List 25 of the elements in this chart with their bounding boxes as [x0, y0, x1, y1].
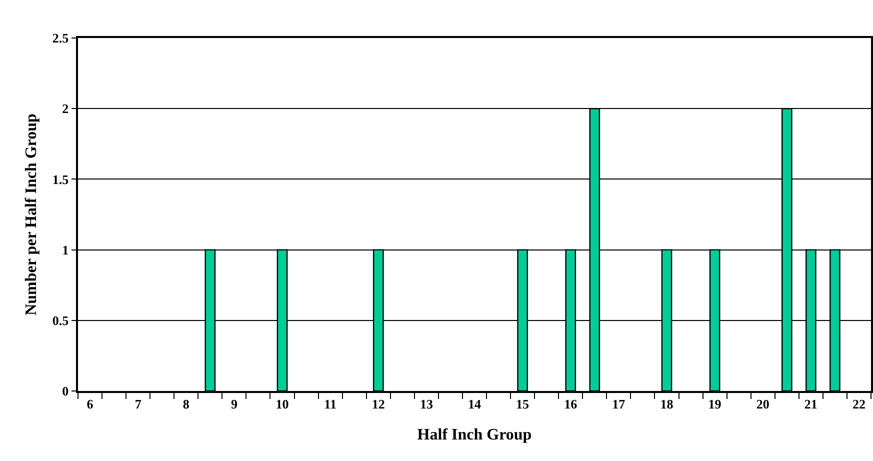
x-tick-label: 13	[420, 396, 434, 412]
x-tick-label: 22	[852, 396, 866, 412]
y-tick-label: 0.5	[52, 312, 70, 328]
x-tick-label: 9	[230, 396, 238, 412]
y-tick-label: 0	[62, 384, 69, 399]
x-tick-label: 19	[708, 396, 722, 412]
x-tick-label: 21	[804, 396, 818, 412]
x-tick-label: 6	[86, 396, 94, 412]
x-tick-label: 11	[324, 396, 336, 412]
y-tick-label: 1	[62, 242, 69, 258]
x-tick-label: 10	[276, 396, 289, 412]
x-tick-label: 18	[660, 396, 674, 412]
y-tick-label: 1.5	[52, 172, 70, 187]
x-tick-label: 12	[372, 396, 385, 412]
x-axis-title: Half Inch Group	[417, 426, 532, 444]
x-tick-label: 17	[612, 396, 626, 412]
x-tick-label: 16	[564, 396, 578, 412]
y-axis-title: Number per Half Inch Group	[22, 114, 40, 316]
x-tick-label: 7	[134, 396, 142, 412]
x-tick-label: 20	[756, 396, 770, 412]
x-tick-label: 14	[468, 396, 482, 412]
x-tick-label: 8	[182, 396, 190, 412]
y-tick-label: 2.5	[52, 30, 70, 46]
y-tick-label: 2	[62, 101, 69, 116]
x-tick-label: 15	[516, 396, 530, 412]
